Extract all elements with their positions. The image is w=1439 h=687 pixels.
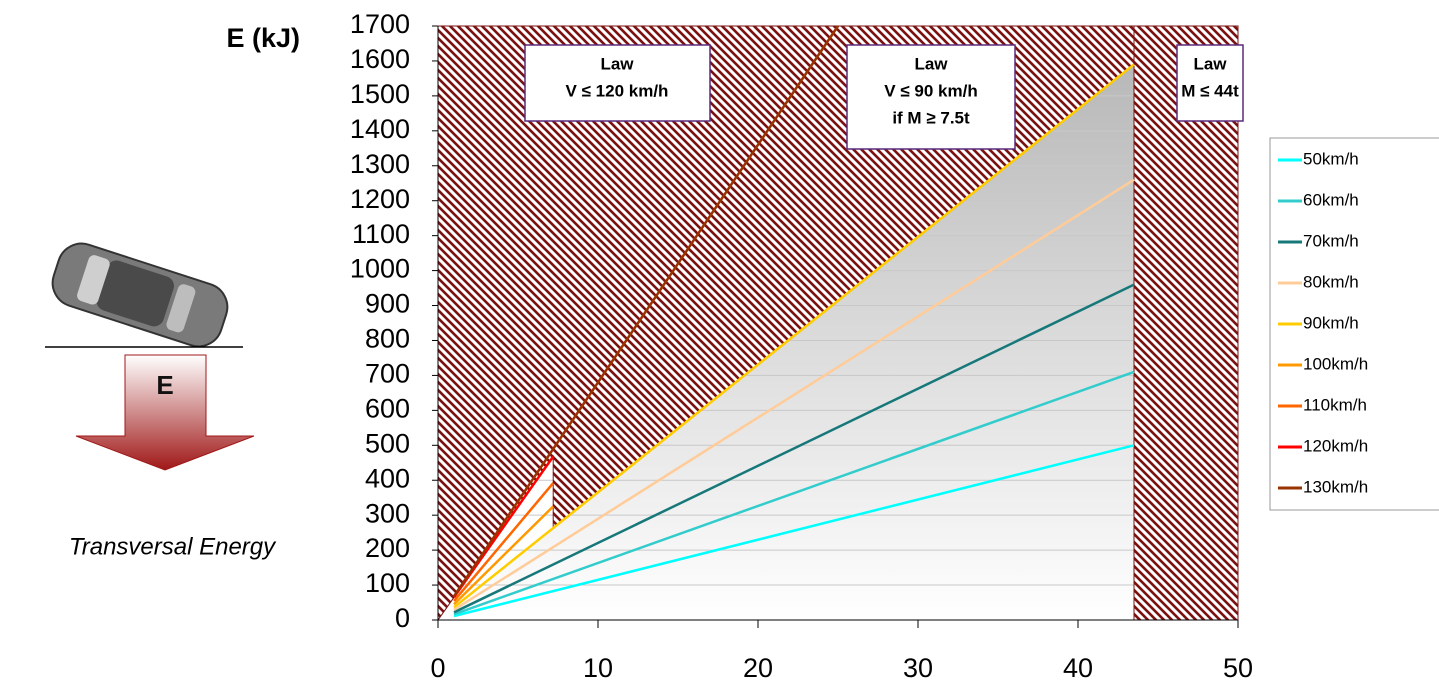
y-tick-label: 1600 <box>350 44 410 74</box>
y-tick-label: 300 <box>365 498 410 528</box>
car-illustration: E Transversal Energy <box>45 242 277 560</box>
x-tick-label: 0 <box>430 653 445 683</box>
annotation-text: V ≤ 120 km/h <box>566 81 669 100</box>
annotation-text: if M ≥ 7.5t <box>892 108 970 127</box>
series-line <box>453 444 1135 618</box>
series-line <box>453 505 555 606</box>
arrow-label: E <box>156 370 173 400</box>
annotation-box <box>524 44 711 122</box>
plot-area <box>432 25 1239 628</box>
series-line <box>452 25 840 597</box>
y-tick-label: 600 <box>365 393 410 423</box>
series-line <box>453 482 555 602</box>
legend-label: 90km/h <box>1303 313 1359 332</box>
y-tick-label: 700 <box>365 359 410 389</box>
series-line <box>453 283 1135 614</box>
annotation-text: V ≤ 90 km/h <box>884 81 977 100</box>
annotation-text: Law <box>1193 54 1227 73</box>
annotation-box <box>846 44 1016 150</box>
legend-label: 70km/h <box>1303 231 1359 250</box>
legend-label: 110km/h <box>1303 395 1367 414</box>
y-tick-label: 1200 <box>350 184 410 214</box>
y-tick-label: 1300 <box>350 149 410 179</box>
y-tick-label: 100 <box>365 568 410 598</box>
legend-label: 80km/h <box>1303 272 1359 291</box>
annotation-text: Law <box>600 54 634 73</box>
y-tick-label: 800 <box>365 324 410 354</box>
x-tick-label: 50 <box>1223 653 1253 683</box>
side-label: Transversal Energy <box>69 533 277 560</box>
y-tick-label: 1400 <box>350 114 410 144</box>
y-tick-label: 400 <box>365 463 410 493</box>
annotation-text: Law <box>914 54 948 73</box>
legend-label: 130km/h <box>1303 477 1368 496</box>
y-tick-label: 1000 <box>350 254 410 284</box>
legend-label: 50km/h <box>1303 149 1359 168</box>
y-tick-label: 0 <box>395 603 410 633</box>
series-line <box>453 370 1135 616</box>
y-tick-label: 1100 <box>352 219 410 249</box>
x-tick-label: 20 <box>743 653 773 683</box>
series-line <box>453 63 1135 609</box>
legend-label: 60km/h <box>1303 190 1359 209</box>
x-tick-label: 40 <box>1063 653 1093 683</box>
y-tick-label: 200 <box>365 533 410 563</box>
legend: 50km/h 60km/h 70km/h 80km/h 90km/h 100km/h 110… <box>1269 137 1439 511</box>
legend-label: 120km/h <box>1303 436 1368 455</box>
legend-label: 100km/h <box>1303 354 1368 373</box>
mass-law-region <box>1133 25 1239 621</box>
annotation-box <box>1176 44 1244 122</box>
annotation-text: M ≤ 44t <box>1181 81 1239 100</box>
y-tick-label: 900 <box>365 289 410 319</box>
series-line <box>453 178 1135 611</box>
y-tick-label: 1500 <box>350 79 410 109</box>
x-tick-label: 10 <box>583 653 613 683</box>
y-tick-label: 500 <box>365 428 410 458</box>
y-axis-label: E (kJ) <box>226 23 300 53</box>
y-tick-label: 1700 <box>350 9 410 39</box>
x-tick-label: 30 <box>903 653 933 683</box>
